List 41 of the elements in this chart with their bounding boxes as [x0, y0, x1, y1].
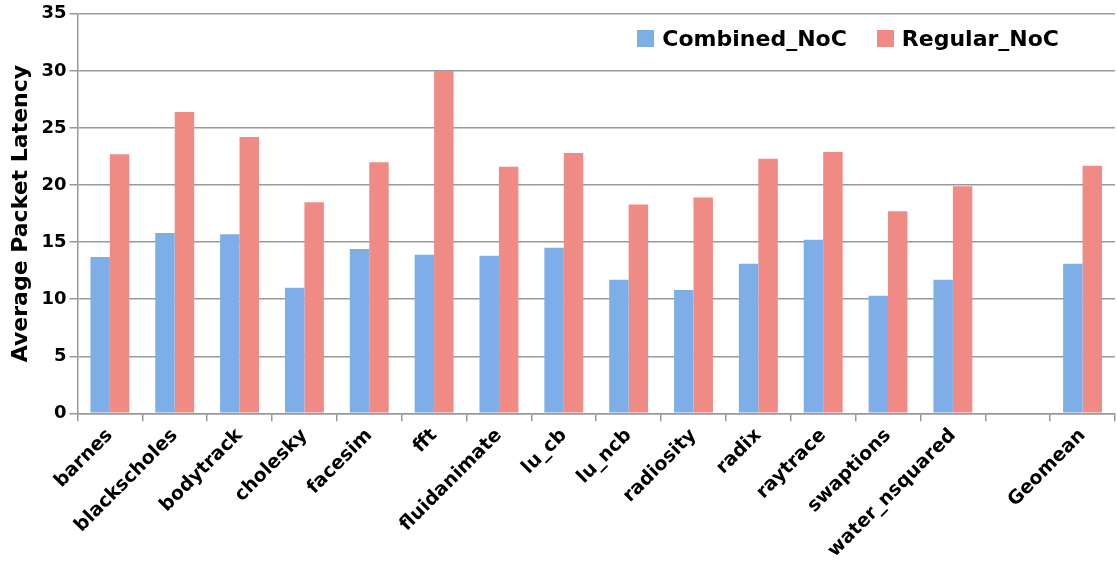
y-tick-label: 30: [41, 58, 67, 80]
legend-label: Regular_NoC: [901, 25, 1059, 51]
y-tick-label: 5: [53, 343, 67, 365]
bar: [90, 256, 110, 413]
bar: [738, 263, 759, 413]
y-tick-label: 10: [41, 286, 67, 308]
bar: [628, 204, 649, 413]
bar: [239, 137, 260, 413]
bar: [888, 211, 908, 413]
bar: [434, 70, 454, 413]
bar: [369, 162, 389, 413]
bar: [823, 151, 843, 413]
bar: [544, 247, 564, 413]
bar: [758, 158, 778, 413]
bar: [304, 202, 324, 413]
bar: [933, 279, 953, 413]
bar: [349, 248, 370, 413]
legend-label: Combined_NoC: [662, 25, 847, 51]
bar: [803, 239, 824, 413]
bar: [1063, 263, 1083, 413]
bar: [952, 186, 973, 413]
bar: [220, 234, 240, 413]
bar: [868, 295, 889, 413]
bar: [1082, 165, 1103, 413]
y-tick-label: 15: [41, 229, 67, 251]
y-tick-label: 35: [41, 1, 67, 23]
bar: [479, 255, 499, 413]
bar: [155, 232, 175, 413]
bar: [693, 197, 713, 413]
bar: [563, 153, 584, 413]
bar: [674, 290, 694, 413]
bar: [609, 279, 629, 413]
y-tick-label: 25: [41, 115, 67, 137]
bar: [498, 166, 519, 413]
bar: [109, 154, 130, 413]
y-tick-label: 0: [53, 401, 67, 423]
bar: [414, 254, 435, 413]
y-axis-title: Average Packet Latency: [6, 64, 32, 363]
bar: [174, 111, 195, 413]
bar: [284, 287, 305, 413]
y-tick-label: 20: [41, 172, 67, 194]
